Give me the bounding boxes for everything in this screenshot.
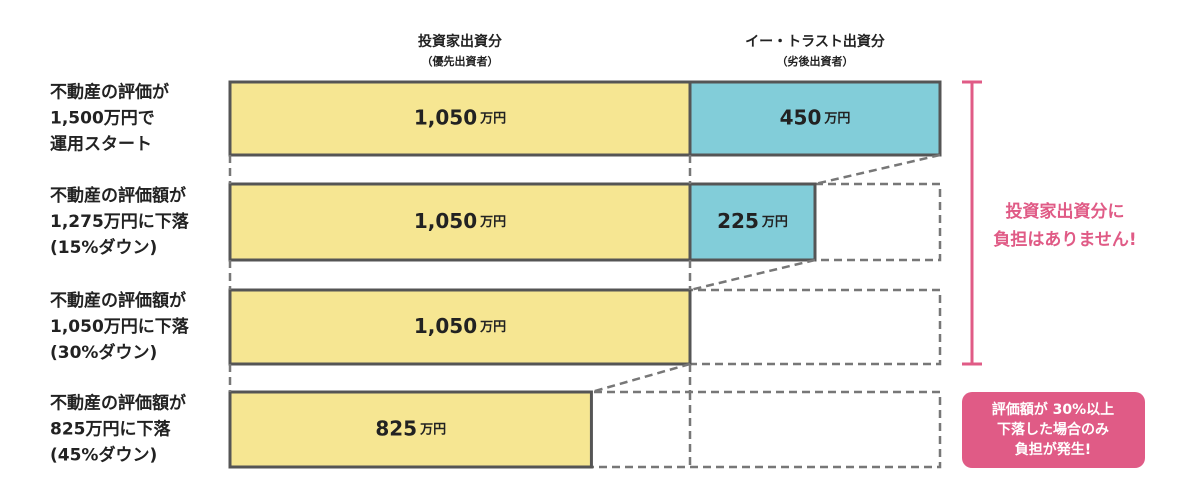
row-label: 不動産の評価額が: [50, 290, 186, 311]
row-label: 不動産の評価額が: [50, 185, 186, 206]
column-title: イー・トラスト出資分: [745, 33, 885, 50]
bar: [228, 182, 692, 262]
unit: 万円: [823, 111, 850, 126]
bar: [228, 80, 692, 157]
value: 825: [375, 416, 417, 440]
unit: 万円: [761, 215, 788, 230]
unit: 万円: [479, 320, 506, 335]
badge-text: 下落した場合のみ: [997, 421, 1109, 438]
value-label: 1,050 万円: [414, 209, 506, 233]
unit: 万円: [419, 422, 446, 437]
row-label: 運用スタート: [50, 135, 152, 155]
note: 負担はありません!: [993, 230, 1136, 250]
connector: [814, 153, 941, 186]
unit: 万円: [479, 215, 506, 230]
value-label: 825 万円: [375, 416, 446, 440]
column-title: 投資家出資分: [418, 33, 502, 50]
value-label: 450 万円: [780, 105, 851, 129]
row-label: (45%ダウン): [50, 445, 157, 466]
value: 1,050: [414, 314, 477, 338]
row-label: (15%ダウン): [50, 237, 157, 258]
connector: [689, 258, 816, 292]
bar: [688, 182, 817, 262]
value-label: 225 万円: [717, 209, 788, 233]
badge-text: 負担が発生!: [1015, 441, 1091, 458]
value: 450: [780, 105, 822, 129]
row-label: 1,500万円で: [50, 109, 155, 129]
bar: [688, 80, 942, 157]
row-label: (30%ダウン): [50, 342, 157, 363]
row-label: 不動産の評価が: [50, 82, 169, 103]
row-label: 1,275万円に下落: [50, 212, 190, 232]
value: 225: [717, 209, 759, 233]
bar: [228, 288, 692, 366]
unit: 万円: [479, 111, 506, 126]
value: 1,050: [414, 105, 477, 129]
connector: [591, 362, 691, 394]
value-label: 1,050 万円: [414, 314, 506, 338]
badge: [962, 392, 1145, 468]
row-label: 825万円に下落: [50, 420, 171, 440]
row-label: 1,050万円に下落: [50, 317, 190, 337]
column-subtitle: （優先出資者）: [422, 54, 499, 68]
badge-text: 評価額が 30%以上: [992, 401, 1114, 418]
column-subtitle: （劣後出資者）: [777, 54, 854, 68]
value: 1,050: [414, 209, 477, 233]
value-label: 1,050 万円: [414, 105, 506, 129]
note: 投資家出資分に: [1006, 201, 1125, 222]
bar: [228, 390, 593, 469]
row-label: 不動産の評価額が: [50, 393, 186, 414]
